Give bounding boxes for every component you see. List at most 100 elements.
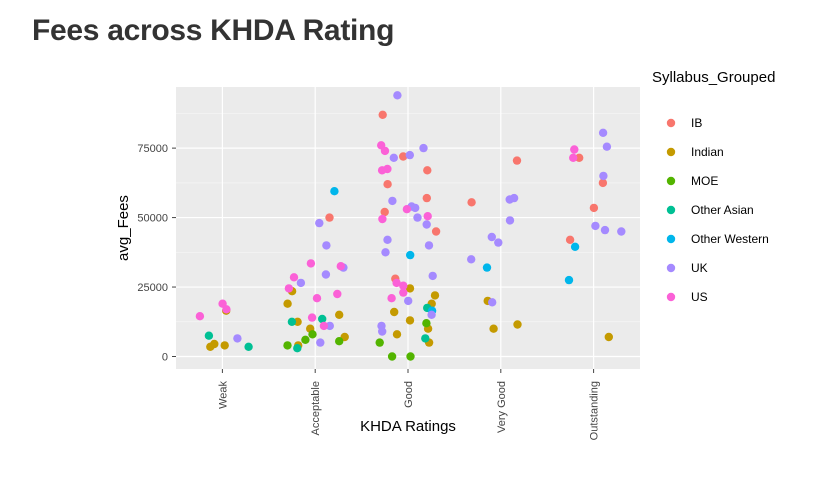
legend-key-other-western <box>666 234 676 244</box>
x-axis: Weak Acceptable Good Very Good Outstanding <box>217 369 601 440</box>
y-tick-label: 0 <box>162 351 168 363</box>
data-point-other-western <box>330 187 339 196</box>
data-point-other-asian <box>204 331 214 340</box>
legend-title: Syllabus_Grouped <box>652 69 775 86</box>
data-point-ib <box>399 152 408 161</box>
data-point-uk <box>600 225 610 235</box>
data-point-us <box>423 212 432 221</box>
data-point-uk <box>428 271 437 281</box>
x-tick-label: Outstanding <box>589 381 601 440</box>
data-point-us <box>195 312 205 321</box>
data-point-uk <box>321 270 331 279</box>
data-point-uk <box>315 218 324 228</box>
data-point-uk <box>388 196 397 206</box>
data-point-moe <box>406 352 415 361</box>
data-point-uk <box>617 227 626 236</box>
data-point-indian <box>220 341 229 350</box>
data-point-us <box>399 281 408 290</box>
data-point-uk <box>393 91 402 100</box>
x-tick-label: Weak <box>217 381 229 409</box>
data-point-us <box>378 214 387 224</box>
y-tick-label: 75000 <box>137 143 168 155</box>
data-point-uk <box>325 321 334 331</box>
x-tick-label: Good <box>403 381 415 408</box>
data-point-us <box>336 262 345 271</box>
legend-key-moe <box>666 176 676 186</box>
data-point-uk <box>404 296 413 306</box>
legend-key-ib <box>666 118 676 128</box>
data-point-us <box>284 284 294 293</box>
data-point-uk <box>381 248 390 257</box>
data-point-uk <box>419 143 428 153</box>
data-point-uk <box>602 142 612 151</box>
data-point-us <box>569 153 578 162</box>
data-point-ib <box>575 153 584 162</box>
data-point-us <box>333 289 342 299</box>
data-point-uk <box>422 220 431 229</box>
data-point-ib <box>565 235 575 244</box>
data-point-uk <box>296 278 306 288</box>
data-point-indian <box>405 284 415 293</box>
data-point-ib <box>380 207 389 217</box>
data-point-ib <box>467 198 476 207</box>
legend-label: Other Asian <box>691 203 754 217</box>
data-point-uk <box>405 150 414 160</box>
data-point-moe <box>387 352 397 361</box>
data-point-uk <box>487 232 496 242</box>
data-point-other-asian <box>318 314 327 324</box>
data-point-moe <box>283 341 292 350</box>
data-point-uk <box>598 128 608 137</box>
data-point-us <box>289 273 299 282</box>
data-point-uk <box>389 153 398 162</box>
y-tick-label: 25000 <box>137 282 168 294</box>
data-point-us <box>380 146 390 156</box>
data-point-uk <box>494 238 503 247</box>
y-axis-label: avg_Fees <box>115 195 132 261</box>
data-point-other-western <box>564 275 574 285</box>
data-point-us <box>307 313 317 322</box>
data-point-indian <box>430 291 440 300</box>
data-point-indian <box>489 324 498 333</box>
data-point-uk <box>233 334 242 343</box>
data-point-indian <box>392 330 402 339</box>
data-point-other-western <box>406 250 415 260</box>
data-point-indian <box>513 320 522 329</box>
data-point-uk <box>427 310 436 319</box>
data-point-other-western <box>570 242 580 251</box>
data-point-ib <box>378 110 387 120</box>
data-point-moe <box>301 335 310 344</box>
legend-label: UK <box>691 261 708 275</box>
data-point-ib <box>422 193 431 203</box>
data-point-ib <box>598 178 608 188</box>
data-point-us <box>387 294 396 303</box>
legend-key-us <box>666 292 676 302</box>
data-point-uk <box>316 338 325 347</box>
data-point-uk <box>467 255 476 264</box>
data-point-uk <box>413 213 422 222</box>
data-point-ib <box>325 213 334 222</box>
data-point-uk <box>591 221 600 231</box>
data-point-moe <box>375 338 384 347</box>
data-point-other-asian <box>293 344 302 353</box>
data-point-other-western <box>482 263 492 272</box>
data-point-indian <box>405 316 415 325</box>
legend-key-other-asian <box>666 205 676 215</box>
legend-key-indian <box>666 147 676 157</box>
data-point-indian <box>604 332 613 342</box>
data-point-uk <box>322 241 331 250</box>
data-point-other-asian <box>287 317 297 326</box>
data-point-indian <box>206 342 215 351</box>
legend-label: MOE <box>691 174 718 188</box>
y-axis: 0 25000 50000 75000 <box>137 143 176 363</box>
data-point-ib <box>589 203 599 213</box>
data-point-other-asian <box>244 342 253 351</box>
data-point-ib <box>431 227 441 236</box>
data-point-moe <box>335 337 344 346</box>
data-point-uk <box>505 216 515 225</box>
data-point-indian <box>335 310 344 319</box>
data-point-us <box>222 305 231 314</box>
chart-title: Fees across KHDA Rating <box>32 14 395 47</box>
x-tick-label: Very Good <box>496 381 508 433</box>
major-gridlines <box>176 87 640 369</box>
